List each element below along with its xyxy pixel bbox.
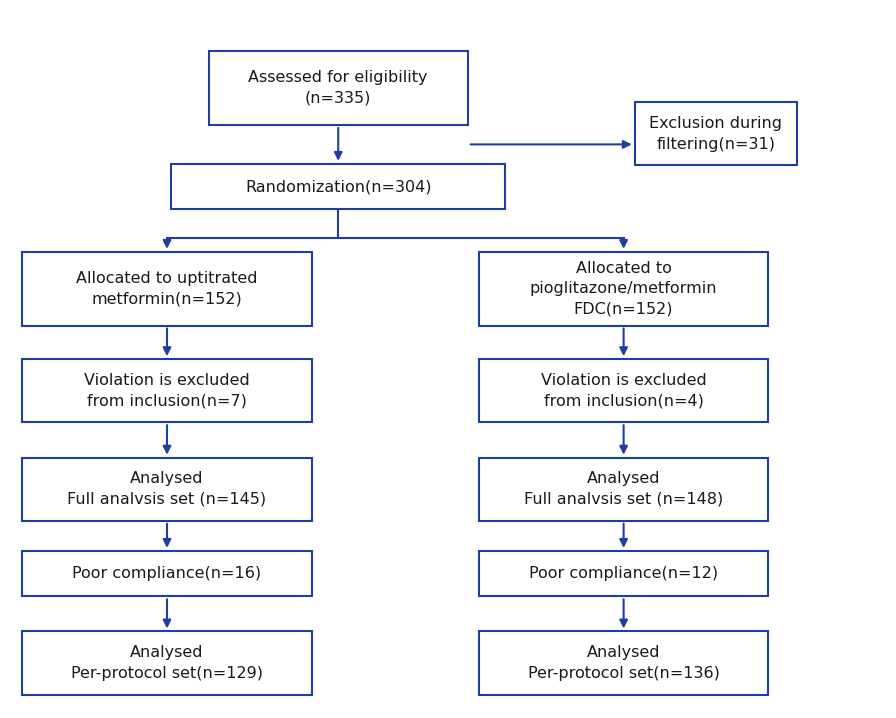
FancyBboxPatch shape — [171, 164, 505, 210]
Text: Exclusion during
filtering(n=31): Exclusion during filtering(n=31) — [650, 116, 782, 151]
Text: Analysed
Full analvsis set (n=145): Analysed Full analvsis set (n=145) — [67, 472, 267, 507]
Text: Allocated to
pioglitazone/metformin
FDC(n=152): Allocated to pioglitazone/metformin FDC(… — [530, 261, 718, 317]
Text: Analysed
Per-protocol set(n=129): Analysed Per-protocol set(n=129) — [71, 645, 263, 681]
FancyBboxPatch shape — [22, 631, 312, 694]
FancyBboxPatch shape — [478, 631, 769, 694]
FancyBboxPatch shape — [22, 551, 312, 597]
FancyBboxPatch shape — [209, 51, 468, 125]
FancyBboxPatch shape — [22, 457, 312, 521]
FancyBboxPatch shape — [478, 457, 769, 521]
FancyBboxPatch shape — [22, 359, 312, 422]
Text: Randomization(n=304): Randomization(n=304) — [245, 179, 432, 194]
Text: Violation is excluded
from inclusion(n=4): Violation is excluded from inclusion(n=4… — [541, 373, 706, 409]
Text: Assessed for eligibility
(n=335): Assessed for eligibility (n=335) — [248, 70, 428, 106]
FancyBboxPatch shape — [478, 252, 769, 325]
Text: Poor compliance(n=16): Poor compliance(n=16) — [73, 566, 262, 581]
Text: Analysed
Full analvsis set (n=148): Analysed Full analvsis set (n=148) — [524, 472, 723, 507]
FancyBboxPatch shape — [478, 359, 769, 422]
Text: Poor compliance(n=12): Poor compliance(n=12) — [529, 566, 719, 581]
Text: Violation is excluded
from inclusion(n=7): Violation is excluded from inclusion(n=7… — [84, 373, 250, 409]
FancyBboxPatch shape — [634, 102, 797, 166]
Text: Allocated to uptitrated
metformin(n=152): Allocated to uptitrated metformin(n=152) — [76, 271, 258, 307]
FancyBboxPatch shape — [22, 252, 312, 325]
Text: Analysed
Per-protocol set(n=136): Analysed Per-protocol set(n=136) — [528, 645, 719, 681]
FancyBboxPatch shape — [478, 551, 769, 597]
